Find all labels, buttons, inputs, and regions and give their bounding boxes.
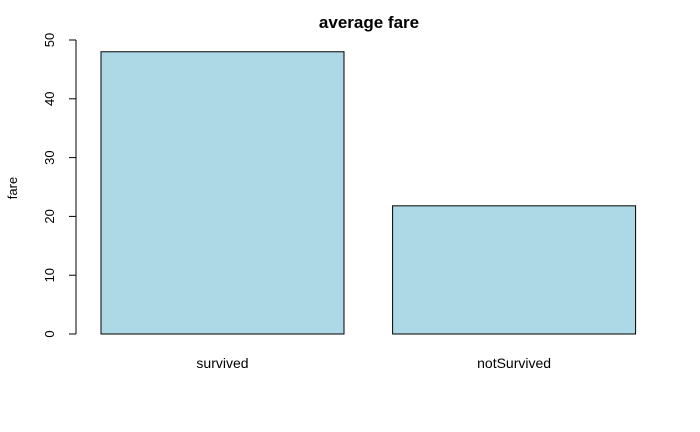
y-tick-label: 0 xyxy=(42,330,57,337)
x-label-survived: survived xyxy=(196,355,248,371)
bar-survived xyxy=(100,51,345,335)
bars xyxy=(100,51,637,335)
x-axis-labels: survived notSurvived xyxy=(196,355,551,371)
y-tick-label: 30 xyxy=(42,150,57,164)
x-label-notSurvived: notSurvived xyxy=(477,355,551,371)
y-tick-label: 10 xyxy=(42,268,57,282)
y-axis: 0 10 20 30 40 50 xyxy=(42,33,77,338)
y-tick-label: 50 xyxy=(42,33,57,47)
y-axis-label: fare xyxy=(5,177,20,199)
y-tick-label: 40 xyxy=(42,92,57,106)
y-tick-label: 20 xyxy=(42,209,57,223)
bar-notSurvived xyxy=(392,205,637,335)
chart-title: average fare xyxy=(319,13,419,32)
